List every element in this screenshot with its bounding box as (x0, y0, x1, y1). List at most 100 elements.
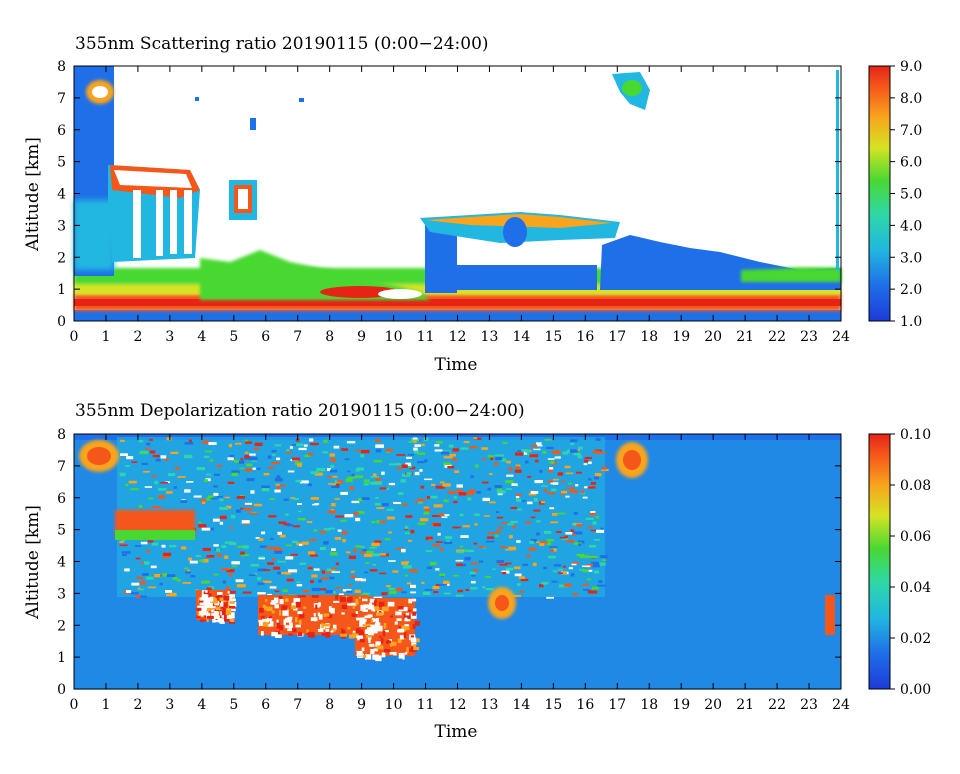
depol-speck (128, 480, 137, 484)
depol-speck (217, 601, 220, 604)
depol-speck (355, 449, 360, 452)
depol-speck (330, 458, 337, 462)
depol-speck (329, 576, 335, 580)
depol-speck (277, 571, 281, 575)
x-tick-label: 11 (417, 329, 435, 345)
depol-speck (443, 592, 451, 595)
depol-speck (209, 596, 214, 602)
depol-speck (318, 579, 322, 583)
depol-speck (379, 635, 382, 638)
depol-speck (496, 490, 506, 494)
depol-speck (404, 528, 408, 531)
depol-speck (207, 608, 212, 611)
depol-speck (402, 503, 408, 507)
depol-speck (401, 473, 411, 477)
x-tick-label: 23 (800, 697, 818, 713)
depol-speck (251, 460, 257, 462)
depol-speck (495, 511, 500, 513)
depol-speck (230, 514, 236, 519)
depol-speck (406, 456, 412, 459)
depol-speck (231, 472, 239, 477)
depol-speck (209, 459, 214, 462)
heat-patch (114, 170, 192, 188)
depol-speck (515, 464, 521, 467)
depol-speck (466, 549, 475, 553)
depol-speck (396, 463, 402, 466)
depol-speck (290, 497, 296, 499)
depol-speck (573, 452, 581, 456)
depol-speck (252, 467, 257, 470)
depol-speck (511, 483, 518, 486)
depol-speck (267, 455, 272, 459)
heat-patch (87, 447, 111, 465)
depol-speck (553, 564, 562, 567)
depol-speck (365, 562, 370, 564)
depol-speck (359, 638, 365, 643)
depol-speck (141, 462, 148, 465)
depol-speck (157, 488, 167, 491)
depol-speck (296, 581, 301, 583)
depol-speck (424, 459, 428, 463)
depol-speck (236, 509, 241, 513)
depol-speck (131, 582, 140, 586)
depol-speck (561, 480, 565, 483)
depol-speck (445, 582, 450, 586)
depol-speck (160, 482, 168, 484)
x-tick-label: 14 (513, 329, 531, 345)
depol-speck (560, 493, 565, 495)
depol-speck (396, 454, 406, 456)
depol-speck (562, 451, 569, 455)
depol-speck (435, 541, 443, 543)
depol-speck (188, 557, 192, 561)
depol-speck (120, 439, 125, 442)
depol-speck (448, 444, 454, 448)
depol-speck (330, 607, 335, 614)
depol-speck (447, 465, 455, 469)
panel-scattering-ratio: 355nm Scattering ratio 20190115 (0:00−24… (23, 34, 922, 375)
y-tick-label: 2 (57, 618, 66, 634)
depol-speck (351, 613, 357, 617)
depol-speck (551, 513, 558, 516)
depol-speck (547, 458, 555, 460)
y-tick-label: 2 (57, 250, 66, 266)
depol-speck (331, 591, 336, 594)
depol-speck (272, 558, 276, 561)
depol-speck (271, 462, 280, 465)
depol-speck (469, 571, 476, 575)
depol-speck (261, 531, 266, 535)
depol-speck (207, 615, 214, 619)
colorbar-tick-label: 0.00 (900, 682, 931, 698)
depol-speck (548, 492, 555, 495)
depol-speck (335, 483, 340, 487)
depol-speck (289, 622, 293, 629)
y-tick-label: 8 (57, 59, 66, 75)
depol-speck (214, 611, 219, 617)
depol-speck (382, 503, 389, 507)
depol-speck (334, 498, 340, 500)
depol-speck (298, 510, 302, 513)
depol-speck (331, 571, 340, 573)
depol-speck (336, 480, 343, 482)
x-tick-label: 12 (449, 329, 467, 345)
depol-speck (519, 590, 524, 593)
depol-speck (373, 648, 378, 652)
depol-speck (563, 571, 567, 575)
depol-speck (306, 629, 309, 633)
depol-speck (311, 574, 318, 578)
depol-speck (362, 598, 368, 602)
depol-speck (414, 621, 420, 626)
depol-speck (373, 481, 382, 485)
depol-speck (201, 590, 205, 596)
depol-speck (516, 498, 521, 502)
depol-speck (435, 485, 445, 489)
y-tick-label: 4 (57, 555, 66, 571)
depol-speck (219, 507, 228, 510)
depol-speck (562, 565, 566, 568)
x-tick-label: 4 (197, 329, 206, 345)
depol-speck (150, 565, 157, 569)
depol-speck (379, 553, 387, 556)
depol-speck (245, 441, 252, 444)
depol-speck (598, 562, 606, 566)
depol-speck (362, 624, 367, 627)
depol-speck (570, 529, 575, 533)
